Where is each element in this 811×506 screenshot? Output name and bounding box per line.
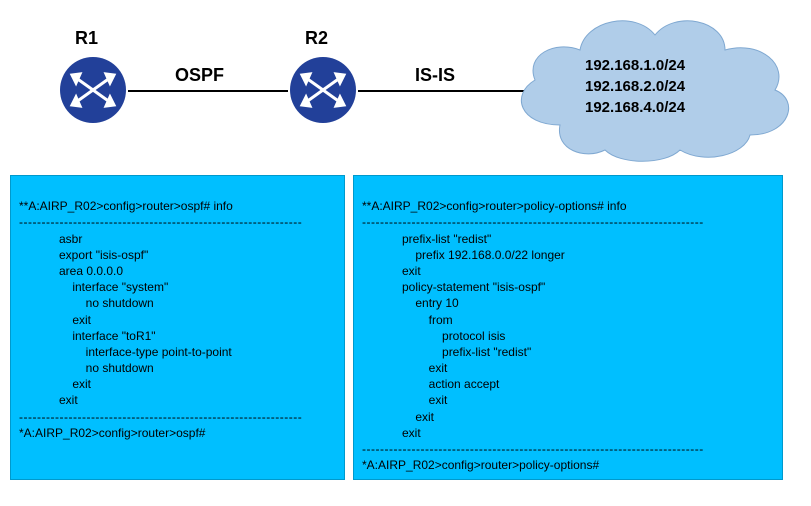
- policy-line: from: [362, 313, 453, 327]
- ospf-line: export "isis-ospf": [19, 248, 148, 262]
- policy-line: exit: [362, 393, 447, 407]
- ospf-prompt-bottom: *A:AIRP_R02>config>router>ospf#: [19, 426, 205, 440]
- policy-line: prefix-list "redist": [362, 345, 531, 359]
- link-ospf-line: [128, 90, 288, 92]
- router-r2-node: [288, 55, 358, 125]
- cloud-network-1: 192.168.1.0/24: [585, 55, 685, 76]
- policy-prompt-top: **A:AIRP_R02>config>router>policy-option…: [362, 199, 627, 213]
- ospf-dashes-bottom: ----------------------------------------…: [19, 410, 302, 424]
- policy-line: action accept: [362, 377, 499, 391]
- policy-line: policy-statement "isis-ospf": [362, 280, 545, 294]
- ospf-dashes-top: ----------------------------------------…: [19, 215, 302, 229]
- ospf-line: no shutdown: [19, 296, 154, 310]
- ospf-line: exit: [19, 377, 91, 391]
- policy-config-panel: **A:AIRP_R02>config>router>policy-option…: [353, 175, 783, 480]
- router-icon: [288, 55, 358, 125]
- policy-line: exit: [362, 410, 434, 424]
- ospf-line: no shutdown: [19, 361, 154, 375]
- ospf-line: exit: [19, 393, 78, 407]
- ospf-line: area 0.0.0.0: [19, 264, 123, 278]
- policy-line: entry 10: [362, 296, 459, 310]
- router-icon: [58, 55, 128, 125]
- ospf-config-panel: **A:AIRP_R02>config>router>ospf# info --…: [10, 175, 345, 480]
- policy-line: exit: [362, 264, 421, 278]
- policy-line: exit: [362, 426, 421, 440]
- policy-dashes-top: ----------------------------------------…: [362, 215, 704, 229]
- cloud-network-2: 192.168.2.0/24: [585, 76, 685, 97]
- policy-line: protocol isis: [362, 329, 505, 343]
- policy-line: prefix-list "redist": [362, 232, 491, 246]
- link-ospf-label: OSPF: [175, 65, 224, 86]
- cloud-network-3: 192.168.4.0/24: [585, 97, 685, 118]
- ospf-line: interface "toR1": [19, 329, 156, 343]
- router-r1-node: [58, 55, 128, 125]
- policy-dashes-bottom: ----------------------------------------…: [362, 442, 704, 456]
- cloud-networks-list: 192.168.1.0/24 192.168.2.0/24 192.168.4.…: [585, 55, 685, 118]
- ospf-prompt-top: **A:AIRP_R02>config>router>ospf# info: [19, 199, 233, 213]
- config-panels-row: **A:AIRP_R02>config>router>ospf# info --…: [10, 175, 801, 480]
- ospf-line: exit: [19, 313, 91, 327]
- router-r2-label: R2: [305, 28, 328, 49]
- policy-line: exit: [362, 361, 447, 375]
- link-isis-label: IS-IS: [415, 65, 455, 86]
- ospf-line: asbr: [19, 232, 82, 246]
- policy-prompt-bottom: *A:AIRP_R02>config>router>policy-options…: [362, 458, 599, 472]
- router-r1-label: R1: [75, 28, 98, 49]
- ospf-line: interface "system": [19, 280, 168, 294]
- ospf-line: interface-type point-to-point: [19, 345, 232, 359]
- network-topology: R1 R2 OSPF IS-IS 192.168.1.0/24 192.168.…: [10, 10, 801, 170]
- policy-line: prefix 192.168.0.0/22 longer: [362, 248, 565, 262]
